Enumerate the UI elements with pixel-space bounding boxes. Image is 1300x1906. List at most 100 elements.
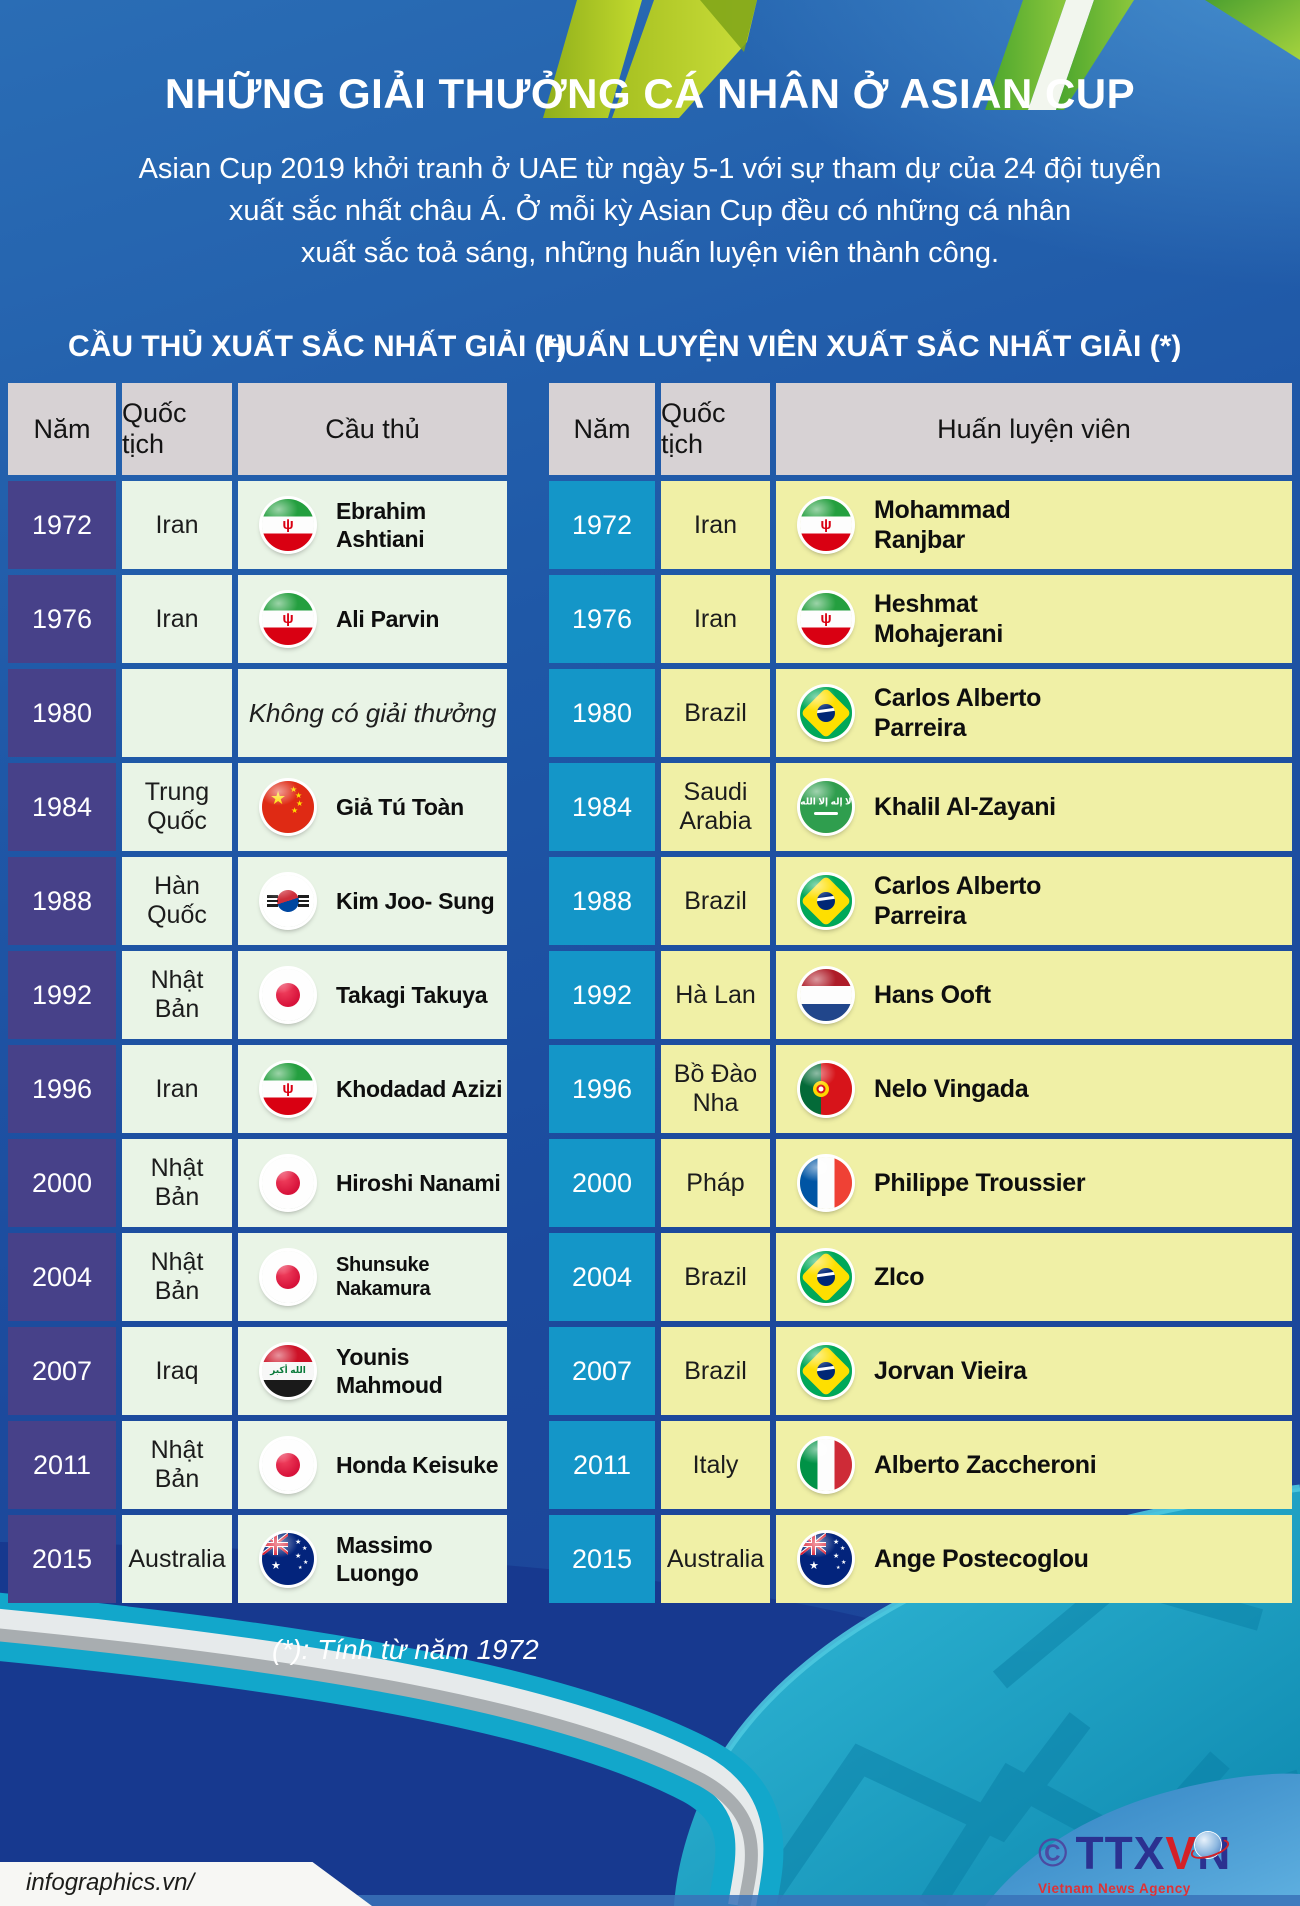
year-cell: 1980 bbox=[8, 669, 116, 757]
nationality-cell: Saudi Arabia bbox=[661, 763, 770, 851]
table-row: 1980 Không có giải thưởng bbox=[8, 669, 507, 757]
ttxvn-logo: © TTXVN Vietnam News Agency bbox=[1038, 1826, 1294, 1896]
year-column-header: Năm bbox=[549, 383, 655, 475]
year-cell: 2000 bbox=[8, 1139, 116, 1227]
winner-name: Ange Postecoglou bbox=[874, 1544, 1089, 1573]
year-cell: 1988 bbox=[8, 857, 116, 945]
table-row: 1972 Iran ψ Mohammad Ranjbar bbox=[549, 481, 1292, 569]
name-cell: ψ Ali Parvin bbox=[238, 575, 507, 663]
year-cell: 1988 bbox=[549, 857, 655, 945]
coaches-section-heading: HUẤN LUYỆN VIÊN XUẤT SẮC NHẤT GIẢI (*) bbox=[543, 330, 1182, 363]
brazil-flag-icon bbox=[800, 1345, 852, 1397]
winner-name: Nelo Vingada bbox=[874, 1074, 1029, 1103]
japan-flag-icon bbox=[262, 969, 314, 1021]
name-cell: Carlos Alberto Parreira bbox=[776, 857, 1292, 945]
nationality-cell: Brazil bbox=[661, 1327, 770, 1415]
nationality-column-header: Quốc tịch bbox=[661, 383, 770, 475]
name-cell: Hiroshi Nanami bbox=[238, 1139, 507, 1227]
year-cell: 2015 bbox=[549, 1515, 655, 1603]
name-cell: ψ Heshmat Mohajerani bbox=[776, 575, 1292, 663]
table-row: 1980 Brazil Carlos Alberto Parreira bbox=[549, 669, 1292, 757]
year-cell: 2004 bbox=[8, 1233, 116, 1321]
name-cell: Carlos Alberto Parreira bbox=[776, 669, 1292, 757]
winner-name: Honda Keisuke bbox=[336, 1451, 499, 1478]
subtitle-line: xuất sắc toả sáng, những huấn luyện viên… bbox=[300, 237, 1000, 269]
winner-name: Shunsuke Nakamura bbox=[336, 1253, 431, 1300]
nationality-cell: Bồ Đào Nha bbox=[661, 1045, 770, 1133]
year-cell: 1976 bbox=[8, 575, 116, 663]
year-cell: 1972 bbox=[8, 481, 116, 569]
players-section-heading: CẦU THỦ XUẤT SẮC NHẤT GIẢI (*) bbox=[68, 330, 567, 363]
table-row: 1988 Brazil Carlos Alberto Parreira bbox=[549, 857, 1292, 945]
year-cell: 1992 bbox=[8, 951, 116, 1039]
winner-name: ZIco bbox=[874, 1262, 925, 1291]
name-cell: ★ ★ ★ ★ ★ ★ Massimo Luongo bbox=[238, 1515, 507, 1603]
table-row: 2000 Nhật Bản Hiroshi Nanami bbox=[8, 1139, 507, 1227]
iran-flag-icon: ψ bbox=[262, 1063, 314, 1115]
winner-name: Jorvan Vieira bbox=[874, 1356, 1027, 1385]
name-cell: Hans Ooft bbox=[776, 951, 1292, 1039]
nationality-cell: Australia bbox=[122, 1515, 232, 1603]
brazil-flag-icon bbox=[800, 687, 852, 739]
iraq-flag-icon: الله أكبر bbox=[262, 1345, 314, 1397]
japan-flag-icon bbox=[262, 1251, 314, 1303]
winner-name: Hiroshi Nanami bbox=[336, 1169, 501, 1196]
year-cell: 2011 bbox=[8, 1421, 116, 1509]
name-cell: ★ ★ ★ ★ ★ Giả Tú Toàn bbox=[238, 763, 507, 851]
iran-flag-icon: ψ bbox=[262, 499, 314, 551]
year-cell: 2004 bbox=[549, 1233, 655, 1321]
name-cell: ψ Mohammad Ranjbar bbox=[776, 481, 1292, 569]
brazil-flag-icon bbox=[800, 875, 852, 927]
winner-name: Kim Joo- Sung bbox=[336, 887, 495, 914]
nationality-cell: Brazil bbox=[661, 857, 770, 945]
year-cell: 1984 bbox=[8, 763, 116, 851]
year-cell: 1992 bbox=[549, 951, 655, 1039]
coaches-table: 1972 Iran ψ Mohammad Ranjbar 1976 Iran ψ Heshma… bbox=[549, 481, 1292, 1603]
nationality-cell: Australia bbox=[661, 1515, 770, 1603]
table-row: 1984 Saudi Arabia لا إله إلا الله Khalil Al… bbox=[549, 763, 1292, 851]
winner-name: Younis Mahmoud bbox=[336, 1343, 443, 1398]
no-award-text: Không có giải thưởng bbox=[248, 697, 497, 728]
table-row: 2007 Brazil Jorvan Vieira bbox=[549, 1327, 1292, 1415]
nationality-cell: Brazil bbox=[661, 669, 770, 757]
year-cell: 1984 bbox=[549, 763, 655, 851]
saudi-arabia-flag-icon: لا إله إلا الله bbox=[800, 781, 852, 833]
name-cell: Kim Joo- Sung bbox=[238, 857, 507, 945]
table-row: 1988 Hàn Quốc Kim Joo- Sung bbox=[8, 857, 507, 945]
name-cell: Nelo Vingada bbox=[776, 1045, 1292, 1133]
nationality-cell: Iran bbox=[661, 481, 770, 569]
table-row: 2007 Iraq الله أكبر Younis Mahmoud bbox=[8, 1327, 507, 1415]
winner-name: Khalil Al-Zayani bbox=[874, 792, 1056, 821]
name-cell: Honda Keisuke bbox=[238, 1421, 507, 1509]
year-cell: 2007 bbox=[549, 1327, 655, 1415]
top-ribbons-decoration bbox=[543, 0, 1300, 118]
italy-flag-icon bbox=[800, 1439, 852, 1491]
table-row: 1984 Trung Quốc ★ ★ ★ ★ ★ Giả Tú Toàn bbox=[8, 763, 507, 851]
table-row: 2000 Pháp Philippe Troussier bbox=[549, 1139, 1292, 1227]
nationality-cell: Nhật Bản bbox=[122, 1421, 232, 1509]
table-row: 1976 Iran ψ Heshmat Mohajerani bbox=[549, 575, 1292, 663]
netherlands-flag-icon bbox=[800, 969, 852, 1021]
nationality-cell: Iran bbox=[122, 481, 232, 569]
page-title: NHỮNG GIẢI THƯỞNG CÁ NHÂN Ở ASIAN CUP bbox=[164, 70, 1136, 117]
name-cell: لا إله إلا الله Khalil Al-Zayani bbox=[776, 763, 1292, 851]
nationality-cell: Trung Quốc bbox=[122, 763, 232, 851]
brazil-flag-icon bbox=[800, 1251, 852, 1303]
year-cell: 1972 bbox=[549, 481, 655, 569]
winner-name: Khodadad Azizi bbox=[336, 1075, 503, 1102]
name-cell: Takagi Takuya bbox=[238, 951, 507, 1039]
table-row: 1972 Iran ψ Ebrahim Ashtiani bbox=[8, 481, 507, 569]
year-cell: 1980 bbox=[549, 669, 655, 757]
table-row: 1996 Bồ Đào Nha Nelo Vingada bbox=[549, 1045, 1292, 1133]
coach-column-header: Huấn luyện viên bbox=[776, 383, 1292, 475]
nationality-cell: Brazil bbox=[661, 1233, 770, 1321]
nationality-cell bbox=[122, 669, 232, 757]
nationality-column-header: Quốc tịch bbox=[122, 383, 232, 475]
year-cell: 1996 bbox=[549, 1045, 655, 1133]
table-row: 2011 Italy Alberto Zaccheroni bbox=[549, 1421, 1292, 1509]
nationality-cell: Hà Lan bbox=[661, 951, 770, 1039]
name-cell: ψ Khodadad Azizi bbox=[238, 1045, 507, 1133]
name-cell: Jorvan Vieira bbox=[776, 1327, 1292, 1415]
year-cell: 2007 bbox=[8, 1327, 116, 1415]
portugal-flag-icon bbox=[800, 1063, 852, 1115]
